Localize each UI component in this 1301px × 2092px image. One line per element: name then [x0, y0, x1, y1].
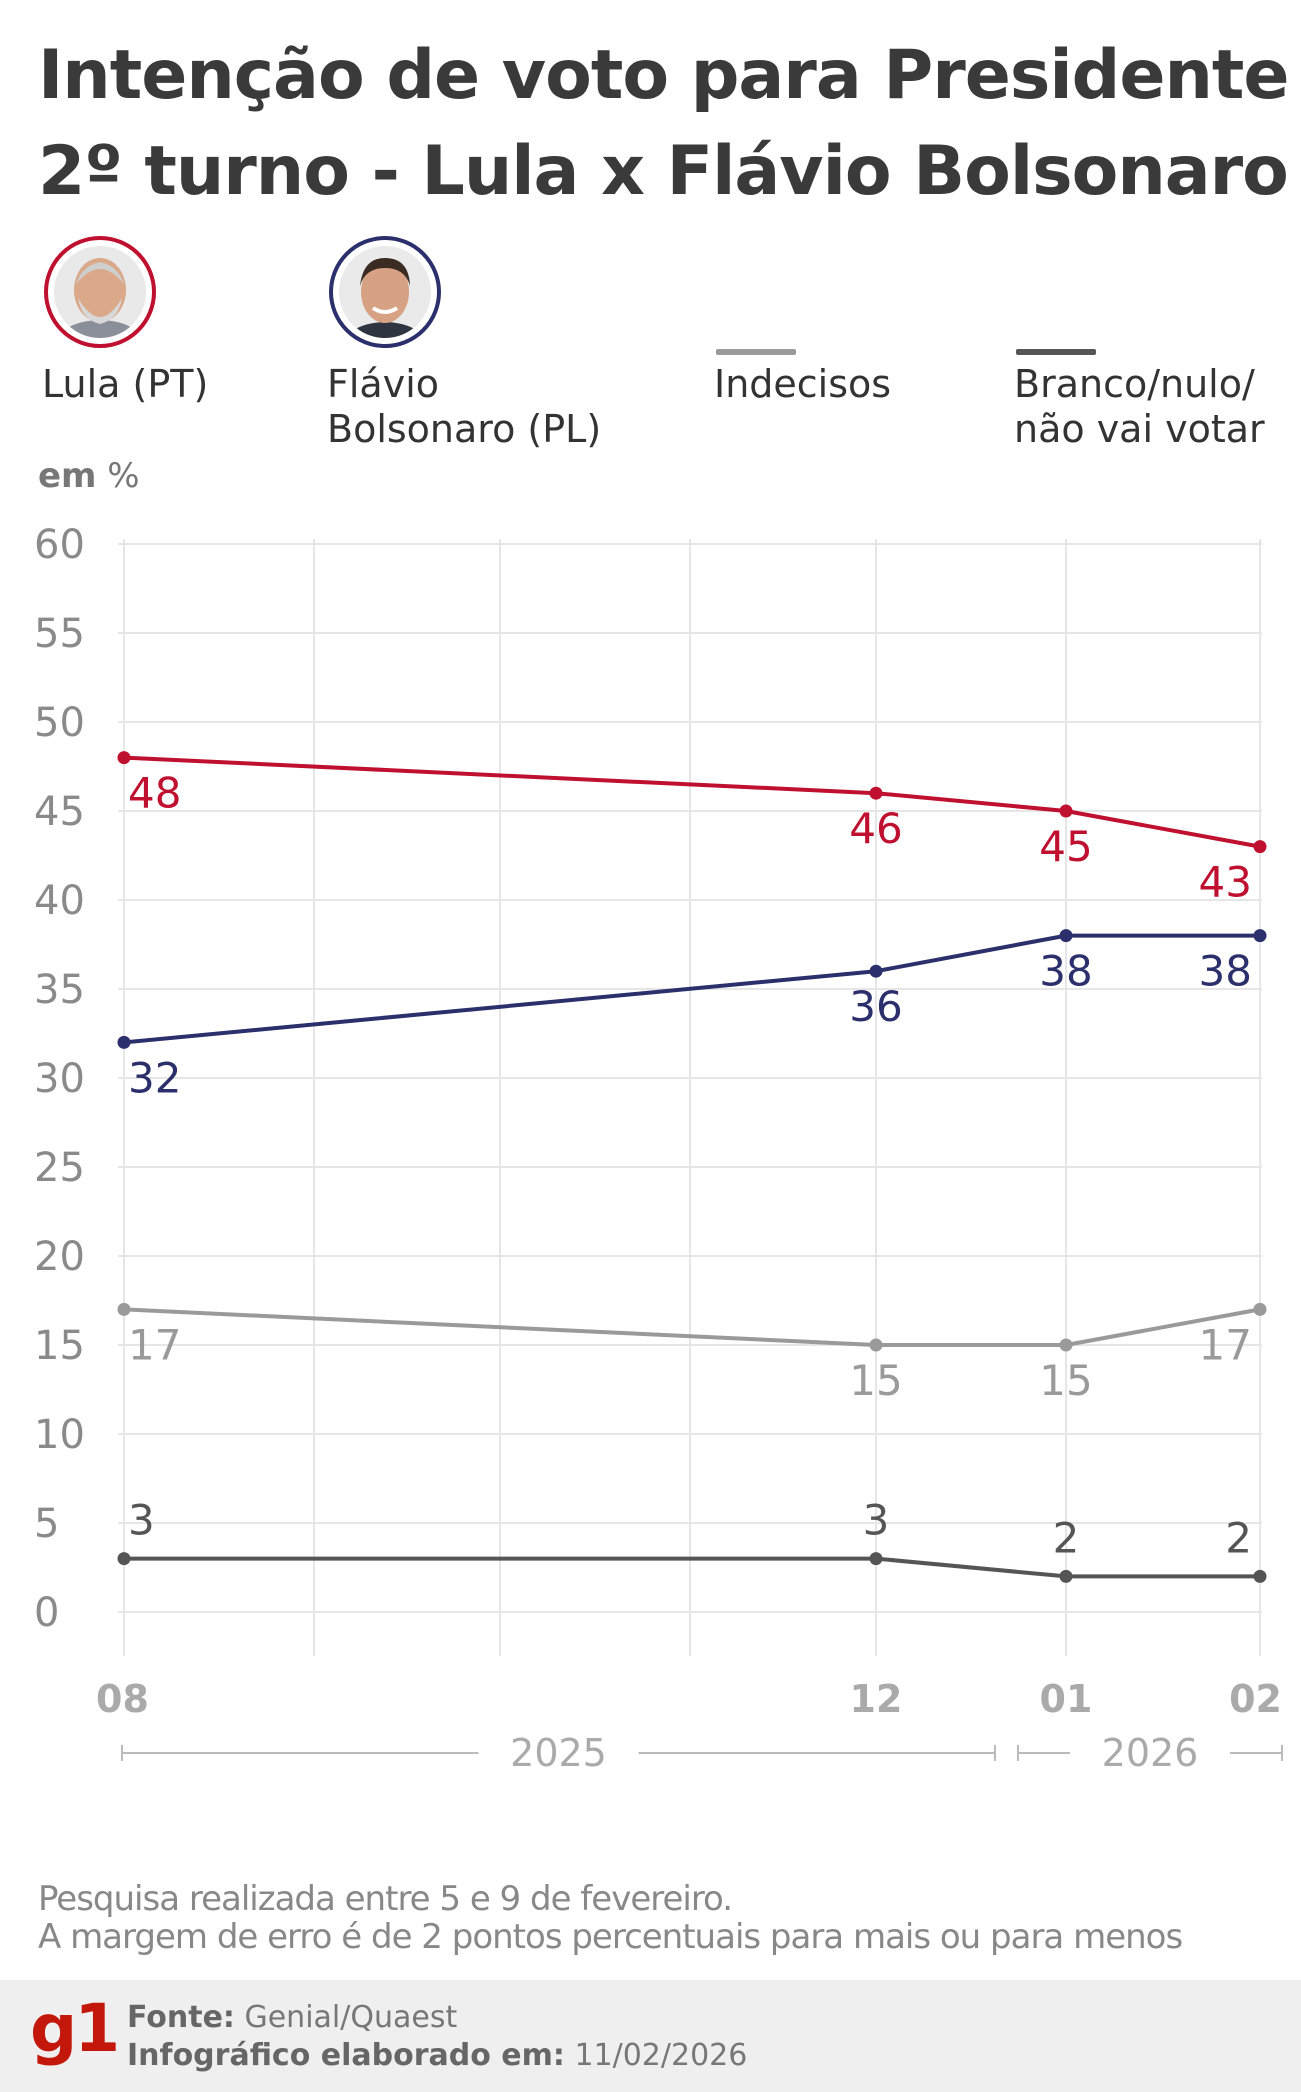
data-label: 15: [849, 1356, 902, 1405]
y-tick-label: 20: [34, 1234, 85, 1280]
source-value: Genial/Quaest: [234, 2000, 458, 2035]
data-point: [1059, 1338, 1073, 1352]
x-tick-label: 12: [850, 1677, 903, 1721]
series-line: [123, 933, 1260, 1045]
lula-avatar: [44, 236, 156, 348]
data-point: [869, 1338, 883, 1352]
y-tick-label: 25: [34, 1145, 85, 1191]
survey-note: Pesquisa realizada entre 5 e 9 de fevere…: [38, 1879, 1183, 1957]
legend-branco-label: Branco/nulo/ não vai votar: [1014, 362, 1265, 452]
legend-lula-label: Lula (PT): [42, 362, 209, 406]
data-point: [117, 751, 131, 765]
data-label: 17: [128, 1320, 181, 1369]
data-point: [1253, 840, 1267, 854]
data-point: [117, 1035, 131, 1049]
y-tick-label: 15: [34, 1323, 85, 1369]
data-point: [1253, 1302, 1267, 1316]
legend-flavio-line-2: Bolsonaro (PL): [327, 407, 602, 451]
data-label: 3: [128, 1496, 155, 1545]
unit-rest: %: [96, 456, 140, 496]
unit-label: em %: [38, 456, 140, 496]
g1-logo: g1: [30, 1990, 120, 2067]
footer: g1 Fonte: Genial/Quaest Infográfico elab…: [0, 1980, 1301, 2092]
x-tick-label: 02: [1229, 1677, 1282, 1721]
series-line: [123, 755, 1261, 849]
data-label: 2: [1225, 1513, 1252, 1562]
data-point: [1059, 929, 1073, 943]
data-label: 17: [1199, 1320, 1252, 1369]
data-label: 36: [849, 982, 902, 1031]
series-line: [123, 1307, 1261, 1347]
title-line-2: 2º turno - Lula x Flávio Bolsonaro: [38, 132, 1289, 211]
y-tick-label: 50: [34, 700, 85, 746]
data-point: [869, 964, 883, 978]
note-line-2: A margem de erro é de 2 pontos percentua…: [38, 1917, 1183, 1957]
y-tick-label: 30: [34, 1056, 85, 1102]
data-point: [1253, 929, 1267, 943]
data-label: 2: [1053, 1513, 1080, 1562]
legend-branco-line-2: não vai votar: [1014, 407, 1265, 451]
data-label: 38: [1199, 947, 1252, 996]
flavio-portrait-icon: [339, 246, 431, 338]
data-label: 46: [849, 804, 902, 853]
y-tick-label: 10: [34, 1412, 85, 1458]
unit-bold: em: [38, 456, 97, 496]
x-tick-label: 08: [96, 1677, 149, 1721]
series-line: [124, 1556, 1260, 1579]
footer-date: Infográfico elaborado em: 11/02/2026: [127, 2038, 747, 2073]
data-point: [1059, 1569, 1073, 1583]
lula-portrait-icon: [54, 246, 146, 338]
title-line-1: Intenção de voto para Presidente: [38, 36, 1290, 115]
data-label: 48: [128, 769, 181, 818]
legend-indecisos-swatch: [716, 349, 796, 355]
data-label: 15: [1039, 1356, 1092, 1405]
made-label: Infográfico elaborado em:: [127, 2038, 565, 2073]
legend-flavio-label: Flávio Bolsonaro (PL): [327, 362, 601, 452]
legend-flavio-line-1: Flávio: [327, 362, 439, 406]
y-tick-label: 45: [34, 789, 85, 835]
footer-source: Fonte: Genial/Quaest: [127, 2000, 457, 2035]
note-line-1: Pesquisa realizada entre 5 e 9 de fevere…: [38, 1879, 733, 1919]
data-point: [869, 786, 883, 800]
data-label: 32: [128, 1053, 181, 1102]
y-tick-label: 40: [34, 878, 85, 924]
y-tick-label: 35: [34, 967, 85, 1013]
y-tick-label: 5: [34, 1501, 59, 1547]
data-label: 43: [1199, 858, 1252, 907]
data-label: 3: [863, 1496, 890, 1545]
chart-title: Intenção de voto para Presidente 2º turn…: [38, 28, 1290, 220]
flavio-avatar: [329, 236, 441, 348]
y-tick-label: 55: [34, 611, 85, 657]
x-tick-label: 01: [1040, 1677, 1093, 1721]
data-point: [1059, 804, 1073, 818]
data-label: 45: [1039, 822, 1092, 871]
y-tick-label: 0: [34, 1590, 59, 1636]
legend-branco-line-1: Branco/nulo/: [1014, 362, 1255, 406]
data-point: [117, 1552, 131, 1566]
made-value: 11/02/2026: [564, 2038, 748, 2073]
source-label: Fonte:: [127, 2000, 235, 2035]
legend-branco-swatch: [1016, 349, 1096, 355]
legend-indecisos-label: Indecisos: [714, 362, 892, 406]
year-label: 2025: [510, 1731, 607, 1775]
data-point: [117, 1302, 131, 1316]
data-point: [869, 1552, 883, 1566]
data-point: [1253, 1569, 1267, 1583]
year-label: 2026: [1102, 1731, 1199, 1775]
data-label: 38: [1039, 947, 1092, 996]
y-tick-label: 60: [34, 522, 85, 568]
